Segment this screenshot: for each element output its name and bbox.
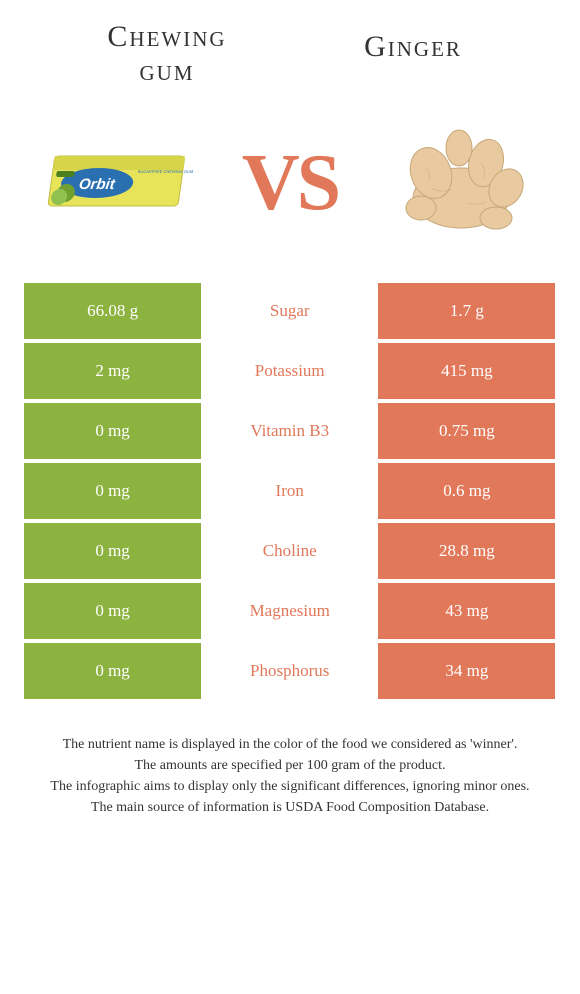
svg-text:SUGARFREE CHEWING GUM: SUGARFREE CHEWING GUM xyxy=(137,169,193,174)
nutrient-name: Potassium xyxy=(201,343,378,399)
table-row: 0 mgVitamin B30.75 mg xyxy=(24,403,556,459)
footer-line2: The amounts are specified per 100 gram o… xyxy=(32,755,548,776)
infographic-container: Chewing gum Ginger Orbit SUGARFREE CHEWI… xyxy=(0,0,580,994)
table-row: 66.08 gSugar1.7 g xyxy=(24,283,556,339)
nutrient-left-value: 0 mg xyxy=(24,463,201,519)
nutrient-left-value: 0 mg xyxy=(24,523,201,579)
nutrient-name: Choline xyxy=(201,523,378,579)
nutrient-right-value: 28.8 mg xyxy=(378,523,555,579)
nutrient-name: Magnesium xyxy=(201,583,378,639)
nutrient-table: 66.08 gSugar1.7 g2 mgPotassium415 mg0 mg… xyxy=(24,283,556,699)
table-row: 0 mgMagnesium43 mg xyxy=(24,583,556,639)
nutrient-left-value: 0 mg xyxy=(24,643,201,699)
nutrient-right-value: 43 mg xyxy=(378,583,555,639)
footer-notes: The nutrient name is displayed in the co… xyxy=(24,734,556,818)
footer-line4: The main source of information is USDA F… xyxy=(32,797,548,818)
footer-line3: The infographic aims to display only the… xyxy=(32,776,548,797)
title-right-text: Ginger xyxy=(364,30,462,63)
nutrient-name: Iron xyxy=(201,463,378,519)
nutrient-right-value: 1.7 g xyxy=(378,283,555,339)
header-titles: Chewing gum Ginger xyxy=(24,20,556,88)
ginger-image xyxy=(376,118,546,248)
nutrient-right-value: 0.75 mg xyxy=(378,403,555,459)
chewing-gum-image: Orbit SUGARFREE CHEWING GUM xyxy=(34,118,204,248)
nutrient-left-value: 2 mg xyxy=(24,343,201,399)
nutrient-name: Vitamin B3 xyxy=(201,403,378,459)
nutrient-name: Phosphorus xyxy=(201,643,378,699)
title-left-line2: gum xyxy=(139,54,194,87)
nutrient-name: Sugar xyxy=(201,283,378,339)
table-row: 2 mgPotassium415 mg xyxy=(24,343,556,399)
nutrient-left-value: 0 mg xyxy=(24,583,201,639)
table-row: 0 mgPhosphorus34 mg xyxy=(24,643,556,699)
title-right: Ginger xyxy=(290,20,536,88)
vs-text: VS xyxy=(242,138,338,229)
nutrient-right-value: 34 mg xyxy=(378,643,555,699)
svg-text:Orbit: Orbit xyxy=(77,176,116,193)
title-left-line1: Chewing xyxy=(107,20,226,53)
title-left: Chewing gum xyxy=(44,20,290,88)
table-row: 0 mgCholine28.8 mg xyxy=(24,523,556,579)
footer-line1: The nutrient name is displayed in the co… xyxy=(32,734,548,755)
nutrient-left-value: 0 mg xyxy=(24,403,201,459)
nutrient-right-value: 0.6 mg xyxy=(378,463,555,519)
table-row: 0 mgIron0.6 mg xyxy=(24,463,556,519)
nutrient-right-value: 415 mg xyxy=(378,343,555,399)
nutrient-left-value: 66.08 g xyxy=(24,283,201,339)
images-row: Orbit SUGARFREE CHEWING GUM VS xyxy=(24,113,556,253)
